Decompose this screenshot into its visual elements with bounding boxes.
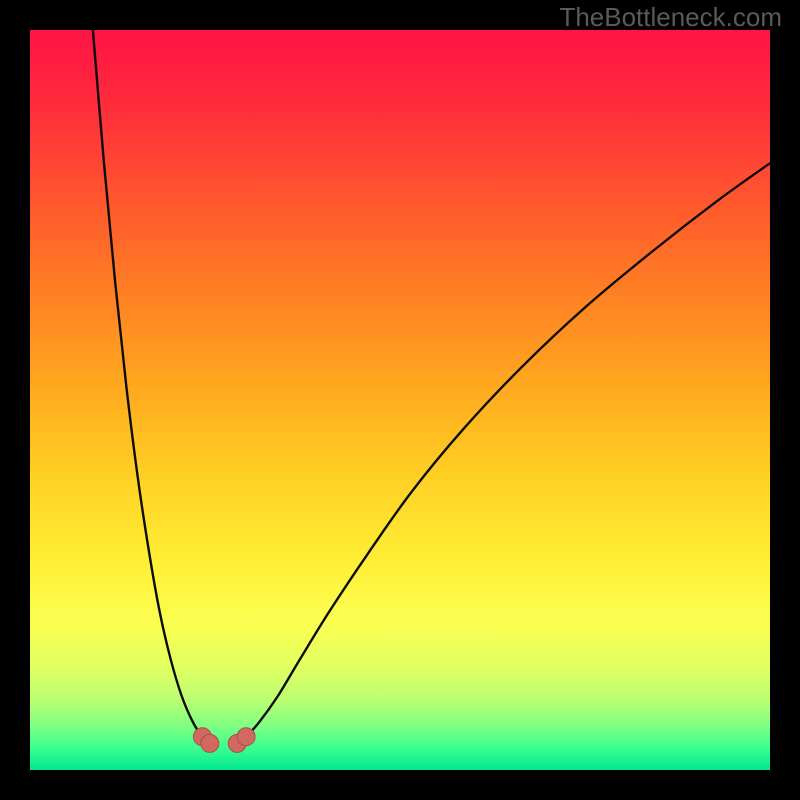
- curve-left-branch: [93, 30, 210, 743]
- chart-svg-layer: [30, 30, 770, 770]
- chart-outer-frame: [0, 0, 800, 800]
- chart-plot-area: [30, 30, 770, 770]
- watermark-text: TheBottleneck.com: [559, 2, 782, 33]
- dip-marker: [237, 728, 255, 746]
- dip-marker: [201, 734, 219, 752]
- curve-right-branch: [237, 163, 770, 743]
